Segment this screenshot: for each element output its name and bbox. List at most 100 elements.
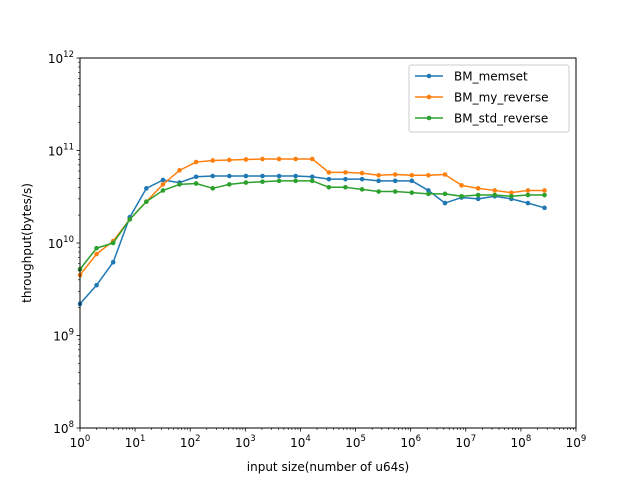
x-tick-label: 101	[125, 434, 146, 450]
data-point	[227, 157, 232, 163]
y-tick-label: 1012	[48, 50, 74, 66]
data-point	[459, 193, 464, 199]
data-point	[260, 179, 265, 184]
data-point	[409, 190, 415, 195]
data-point	[260, 156, 265, 162]
data-point	[392, 189, 398, 194]
data-point	[442, 191, 448, 197]
legend-box	[408, 64, 570, 133]
data-point	[94, 282, 99, 288]
data-point	[426, 191, 431, 197]
y-axis-label: throughput(bytes/s)	[20, 183, 34, 303]
data-point	[127, 217, 133, 222]
data-point	[475, 196, 481, 202]
data-point	[276, 173, 282, 179]
legend-label: BM_memset	[454, 70, 528, 84]
data-point	[409, 172, 415, 178]
x-tick-label: 107	[455, 434, 476, 450]
data-point	[293, 178, 298, 184]
data-point	[293, 156, 298, 162]
data-point	[193, 159, 199, 165]
data-point	[442, 172, 448, 177]
data-point	[409, 178, 415, 184]
x-tick-label: 104	[290, 434, 311, 450]
data-point	[293, 173, 298, 179]
data-point	[243, 180, 249, 185]
data-point	[475, 192, 481, 198]
data-point	[492, 192, 498, 198]
data-point	[426, 188, 431, 193]
data-point	[326, 176, 332, 182]
legend-marker	[426, 73, 432, 79]
data-point	[359, 176, 365, 182]
data-point	[542, 192, 547, 198]
x-tick-label: 105	[345, 434, 366, 450]
legend-marker	[426, 94, 432, 100]
data-point	[509, 193, 514, 199]
data-point	[359, 187, 365, 192]
legend: BM_memset BM_my_reverse BM_std_reverse	[408, 64, 570, 133]
data-point	[475, 186, 481, 191]
data-point	[160, 188, 166, 193]
y-tick-label: 1011	[48, 143, 74, 159]
data-point	[110, 259, 116, 265]
y-tick-label: 109	[53, 328, 74, 344]
data-point	[260, 173, 265, 179]
data-point	[392, 172, 398, 177]
series-layer	[77, 156, 547, 307]
legend-label: BM_std_reverse	[454, 112, 548, 126]
data-point	[343, 176, 348, 182]
data-point	[227, 173, 232, 179]
data-point	[210, 173, 216, 179]
x-tick-label: 102	[180, 434, 201, 450]
data-point	[227, 182, 232, 187]
data-point	[542, 205, 547, 211]
data-point	[144, 186, 149, 191]
data-point	[110, 240, 116, 246]
data-point	[492, 188, 498, 193]
data-point	[376, 178, 381, 184]
data-point	[193, 181, 199, 186]
data-point	[459, 183, 464, 188]
x-tick-label: 100	[70, 434, 91, 450]
data-point	[509, 190, 514, 195]
data-point	[392, 178, 398, 184]
data-point	[376, 172, 381, 178]
data-point	[525, 192, 531, 198]
x-tick-label: 103	[235, 434, 256, 450]
data-point	[525, 188, 531, 193]
data-point	[160, 177, 166, 183]
data-point	[309, 156, 315, 162]
data-point	[144, 199, 149, 204]
data-point	[160, 182, 166, 187]
data-point	[359, 170, 365, 176]
data-point	[276, 156, 282, 162]
data-point	[542, 188, 547, 193]
data-point	[210, 186, 216, 191]
y-tick-label: 1010	[48, 235, 74, 251]
data-point	[193, 174, 199, 180]
data-point	[177, 168, 182, 173]
data-point	[94, 245, 99, 251]
x-tick-label: 109	[566, 434, 587, 450]
data-point	[309, 178, 315, 184]
data-point	[343, 170, 348, 175]
data-point	[326, 170, 332, 175]
data-point	[442, 200, 448, 206]
data-point	[309, 174, 315, 180]
data-point	[94, 251, 99, 257]
y-tick-label: 108	[53, 420, 74, 436]
x-axis-label: input size(number of u64s)	[247, 460, 409, 474]
legend-marker	[426, 115, 432, 121]
x-tick-label: 106	[400, 434, 421, 450]
data-point	[343, 185, 348, 190]
data-point	[243, 173, 249, 179]
axis-layer: 100 101 102 103 104 105 106 107 108 109 108 109 1010…	[48, 50, 586, 450]
legend-label: BM_my_reverse	[454, 91, 548, 105]
data-point	[276, 178, 282, 184]
data-point	[376, 189, 381, 194]
data-point	[210, 158, 216, 163]
x-tick-label: 108	[511, 434, 532, 450]
data-point	[177, 182, 182, 187]
